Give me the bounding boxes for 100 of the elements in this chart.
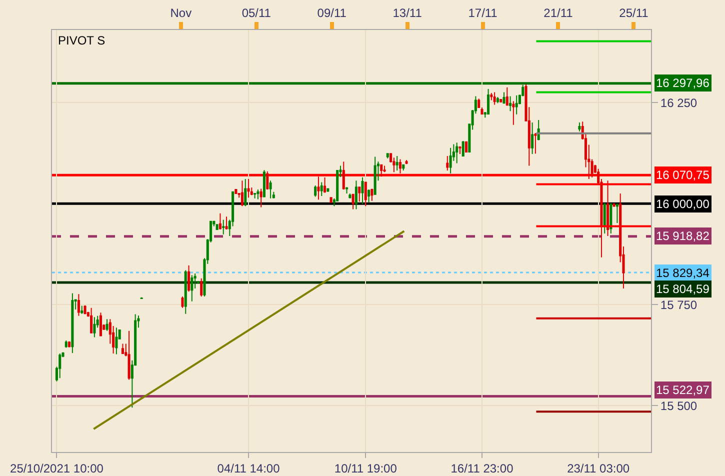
candlestick bbox=[234, 189, 238, 194]
candlestick bbox=[266, 170, 269, 190]
candlestick bbox=[324, 176, 326, 194]
candlestick bbox=[386, 153, 389, 159]
candlestick bbox=[352, 194, 354, 210]
candlestick bbox=[330, 197, 332, 203]
candlestick bbox=[216, 224, 218, 230]
candlestick bbox=[368, 189, 370, 203]
x2-tick-label: Nov bbox=[170, 6, 192, 20]
candlestick bbox=[531, 122, 534, 154]
candlestick bbox=[188, 264, 190, 292]
candlestick bbox=[247, 178, 250, 198]
candlestick bbox=[58, 352, 62, 379]
candlestick bbox=[90, 307, 93, 334]
candlestick bbox=[603, 202, 606, 234]
ref-line-label: 15 829,34 bbox=[656, 266, 710, 280]
candlestick bbox=[99, 312, 102, 337]
candlestick bbox=[405, 160, 408, 165]
candlestick bbox=[77, 294, 80, 316]
candlestick bbox=[496, 96, 499, 104]
x2-tick-label: 17/11 bbox=[468, 6, 498, 20]
candlestick bbox=[225, 216, 228, 230]
x-tick-label: 10/11 19:00 bbox=[334, 461, 398, 476]
candlestick bbox=[490, 92, 493, 101]
y-tick-label: 15 500 bbox=[660, 398, 698, 413]
candlestick bbox=[128, 330, 130, 380]
candlestick bbox=[509, 96, 512, 112]
candlestick bbox=[392, 157, 396, 173]
chart-title: PIVOT S bbox=[58, 33, 106, 48]
candlestick bbox=[364, 182, 367, 207]
candlestick bbox=[314, 184, 317, 198]
candlestick bbox=[370, 188, 374, 202]
candlestick bbox=[106, 318, 108, 332]
x2-tick-label: 21/11 bbox=[544, 6, 574, 20]
candlestick bbox=[616, 203, 618, 224]
candlestick bbox=[456, 142, 458, 164]
candlestick bbox=[317, 176, 320, 200]
candlestick bbox=[606, 180, 610, 236]
x-tick-label: 16/11 23:00 bbox=[450, 461, 514, 476]
x-tick-label: 23/11 03:00 bbox=[567, 461, 630, 476]
candlestick bbox=[515, 94, 518, 115]
candlestick bbox=[578, 122, 581, 132]
candlestick bbox=[64, 340, 68, 348]
candlestick bbox=[269, 180, 272, 199]
candlestick bbox=[380, 164, 383, 178]
candlestick bbox=[346, 186, 348, 194]
candlestick bbox=[121, 343, 124, 354]
candlestick bbox=[68, 340, 71, 348]
candlestick bbox=[398, 158, 402, 174]
candlestick bbox=[396, 155, 398, 172]
candlestick bbox=[465, 141, 468, 152]
x-tick-label: 04/11 14:00 bbox=[217, 461, 280, 476]
candlestick bbox=[84, 304, 86, 315]
ref-line-label: 15 804,59 bbox=[656, 282, 710, 296]
y-tick-label: 15 750 bbox=[660, 298, 698, 312]
candlestick bbox=[260, 188, 262, 208]
candlestick bbox=[256, 189, 260, 200]
candlestick bbox=[320, 182, 323, 196]
candlestick bbox=[71, 292, 74, 354]
candlestick bbox=[500, 98, 502, 102]
candlestick bbox=[190, 274, 194, 302]
ref-line-label: 15 918,82 bbox=[656, 229, 710, 243]
ref-line-label: 16 297,96 bbox=[656, 76, 710, 90]
candlestick bbox=[254, 192, 256, 199]
y-tick-label: 16 250 bbox=[660, 96, 698, 110]
x2-tick-label: 25/11 bbox=[619, 6, 649, 20]
candlestick bbox=[140, 296, 143, 300]
candlestick bbox=[487, 88, 490, 115]
candlestick bbox=[383, 165, 386, 173]
ref-line-label: 16 000,00 bbox=[656, 197, 710, 211]
x2-tick-label: 09/11 bbox=[317, 6, 347, 20]
candlestick bbox=[184, 270, 187, 314]
candlestick bbox=[612, 202, 616, 208]
candlestick bbox=[218, 212, 222, 230]
ref-line-label: 15 522,97 bbox=[656, 383, 710, 397]
candlestick bbox=[348, 193, 352, 199]
candlestick bbox=[342, 161, 345, 190]
candlestick bbox=[354, 180, 358, 210]
candlestick bbox=[493, 92, 496, 106]
candlestick bbox=[262, 170, 266, 198]
candlestick bbox=[222, 219, 225, 235]
candlestick bbox=[402, 164, 405, 172]
candlestick bbox=[181, 296, 184, 308]
candlestick bbox=[462, 140, 464, 156]
x-tick-label: 25/10/2021 10:00 bbox=[10, 461, 104, 476]
candlestick bbox=[449, 147, 452, 174]
candlestick bbox=[244, 178, 247, 207]
candlestick bbox=[358, 186, 361, 202]
candlestick bbox=[610, 202, 612, 234]
candlestick bbox=[200, 278, 203, 298]
candlestick bbox=[502, 92, 506, 104]
x2-tick-label: 13/11 bbox=[392, 6, 422, 20]
candlestick bbox=[80, 305, 84, 314]
candlestick bbox=[240, 180, 244, 207]
candlestick bbox=[374, 156, 376, 195]
candlestick bbox=[115, 327, 118, 355]
candlestick bbox=[361, 176, 364, 205]
candlestick bbox=[446, 155, 449, 172]
ref-line-label: 16 070,75 bbox=[656, 168, 710, 182]
x2-tick-label: 05/11 bbox=[242, 6, 272, 20]
